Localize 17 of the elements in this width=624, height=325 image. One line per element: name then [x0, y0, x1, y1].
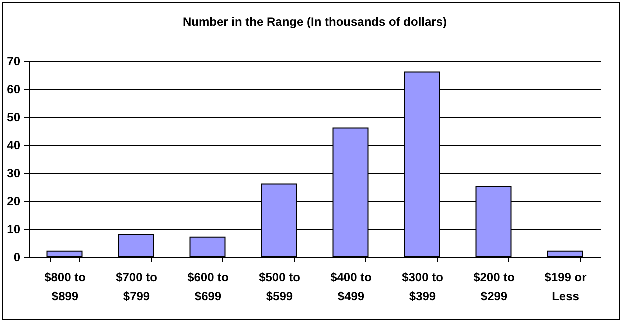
x-tick-label: $700 to $799 [116, 270, 158, 304]
x-tick-label: $199 or Less [544, 270, 588, 304]
x-tick-label: $500 to $599 [259, 270, 300, 304]
x-tick-label: $800 to $899 [44, 270, 86, 304]
y-tick-label: 0 [14, 250, 21, 264]
x-tick-label: $200 to $299 [474, 270, 515, 304]
x-tick-label: $600 to $699 [188, 270, 229, 304]
y-tick-label: 60 [7, 82, 21, 96]
y-tick-label: 70 [7, 54, 21, 68]
y-tick-label: 50 [7, 110, 21, 124]
x-tick-label: $300 to $399 [402, 270, 444, 304]
y-tick-label: 10 [7, 222, 21, 236]
x-tick-label: $400 to $499 [330, 270, 372, 304]
chart-title: Number in the Range (In thousands of dollars) [182, 15, 448, 29]
y-tick-label: 20 [7, 194, 21, 208]
y-tick-label: 30 [7, 166, 21, 180]
y-tick-label: 40 [7, 138, 21, 152]
